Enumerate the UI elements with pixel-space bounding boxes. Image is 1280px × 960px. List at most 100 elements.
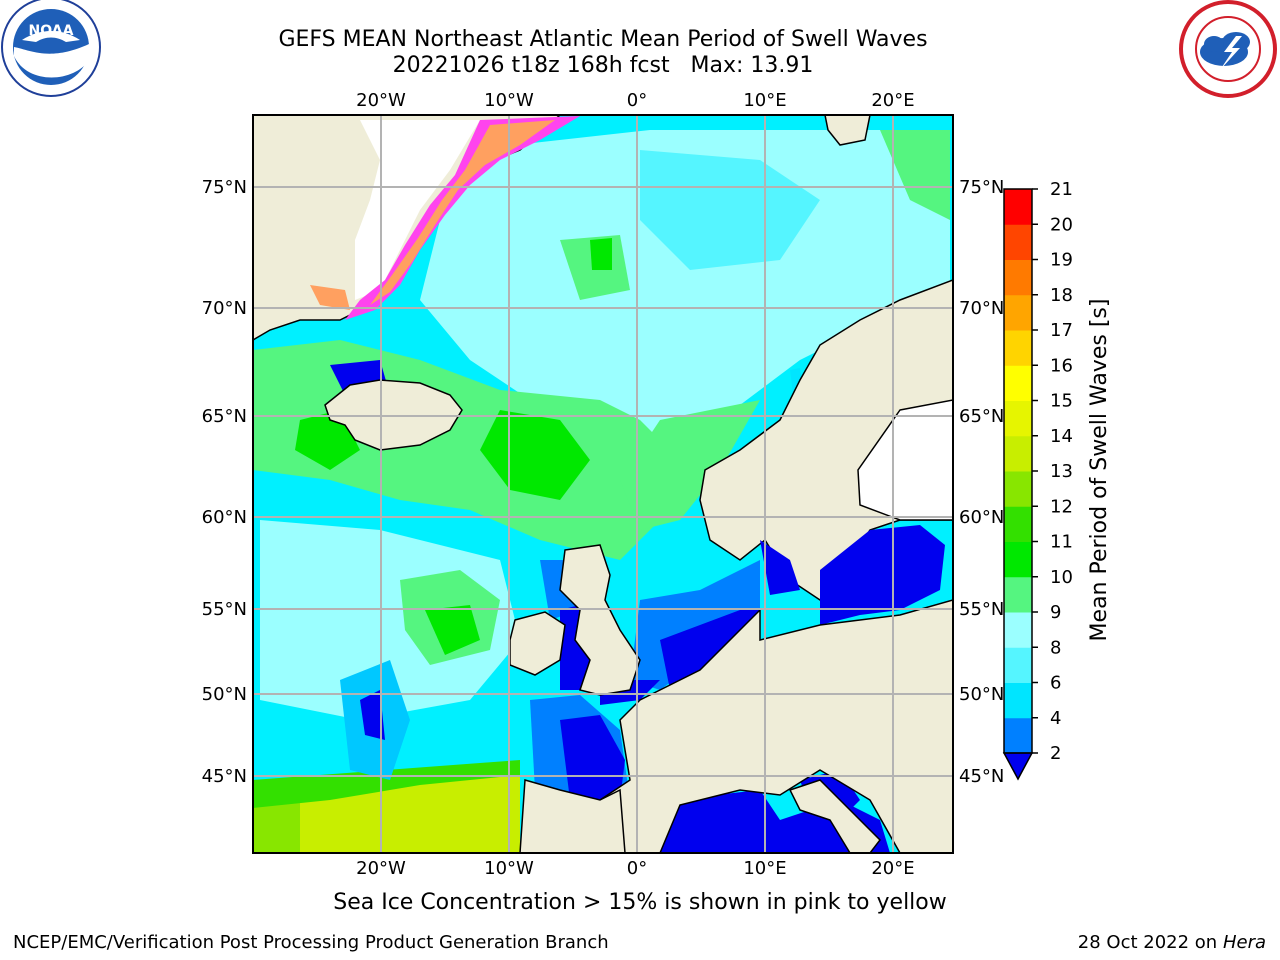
footer-date-text: 28 Oct 2022 on bbox=[1077, 932, 1218, 953]
colorbar-segment bbox=[1004, 259, 1032, 296]
region-10-11s-jan-mayen-core bbox=[590, 238, 612, 270]
region-2-4s-north-sea-south bbox=[660, 610, 760, 690]
nws-logo bbox=[1179, 0, 1277, 98]
lon-tick-bottom: 10°E bbox=[743, 858, 786, 879]
colorbar-tick-label: 10 bbox=[1050, 567, 1073, 588]
map-frame bbox=[252, 114, 954, 854]
colorbar-segment bbox=[1004, 717, 1032, 754]
colorbar: 2 4 6 8 9 10 11 12 13 14 15 16 17 18 19 20 21 bbox=[1002, 179, 1073, 781]
lon-tick-top: 10°E bbox=[743, 90, 786, 111]
colorbar-segment bbox=[1004, 365, 1032, 401]
lon-ticks-bottom: 20°W 10°W 0° 10°E 20°E bbox=[356, 858, 914, 879]
colorbar-tick-label: 8 bbox=[1050, 637, 1061, 658]
region-9-10s-norway-coast bbox=[620, 400, 760, 530]
colorbar-segment bbox=[1004, 576, 1032, 613]
land-great-britain bbox=[559, 544, 641, 696]
lat-tick-left: 50°N bbox=[202, 684, 247, 705]
lon-tick-top: 20°E bbox=[871, 90, 914, 111]
lat-tick-left: 75°N bbox=[202, 177, 247, 198]
sea-ice-scoresby bbox=[310, 285, 350, 310]
colorbar-segment bbox=[1004, 330, 1032, 366]
lat-tick-right: 75°N bbox=[959, 177, 1004, 198]
footer-machine: Hera bbox=[1222, 932, 1266, 953]
sea-ice-greenland bbox=[355, 120, 480, 300]
region-8-9s-north bbox=[420, 130, 950, 440]
lat-ticks-left: 75°N 70°N 65°N 60°N 55°N 50°N 45°N bbox=[202, 177, 247, 787]
colorbar-label: Mean Period of Swell Waves [s] bbox=[1087, 299, 1112, 642]
sea-ice-edge-orange bbox=[370, 120, 555, 305]
lon-ticks-top: 20°W 10°W 0° 10°E 20°E bbox=[356, 90, 914, 111]
colorbar-tick-label: 20 bbox=[1050, 214, 1073, 235]
lat-tick-right: 45°N bbox=[959, 766, 1004, 787]
colorbar-segment bbox=[1004, 506, 1032, 542]
land-svalbard bbox=[824, 115, 871, 146]
colorbar-segment bbox=[1004, 612, 1032, 648]
noaa-logo-text: NOAA bbox=[29, 23, 74, 39]
colorbar-segment bbox=[1004, 294, 1032, 331]
lat-tick-right: 65°N bbox=[959, 406, 1004, 427]
colorbar-tick-label: 16 bbox=[1050, 355, 1073, 376]
sea-ice-note: Sea Ice Concentration > 15% is shown in … bbox=[333, 890, 947, 915]
colorbar-tick-label: 6 bbox=[1050, 673, 1061, 694]
colorbar-tick-label: 19 bbox=[1050, 250, 1073, 271]
lat-tick-right: 55°N bbox=[959, 599, 1004, 620]
colorbar-tick-label: 21 bbox=[1050, 179, 1073, 200]
lon-tick-bottom: 0° bbox=[627, 858, 647, 879]
region-11-12s-azores-edge bbox=[253, 760, 520, 808]
lat-tick-right: 60°N bbox=[959, 507, 1004, 528]
lat-tick-left: 70°N bbox=[202, 298, 247, 319]
region-10-11s-rockall-core bbox=[425, 605, 480, 655]
lon-tick-bottom: 10°W bbox=[484, 858, 534, 879]
region-12-13s-azores-west bbox=[253, 795, 300, 853]
lat-ticks-right: 75°N 70°N 65°N 60°N 55°N 50°N 45°N bbox=[959, 177, 1004, 787]
region-2-4s-west-core bbox=[360, 690, 385, 740]
lat-tick-left: 45°N bbox=[202, 766, 247, 787]
colorbar-tick-label: 13 bbox=[1050, 461, 1073, 482]
colorbar-tick-label: 9 bbox=[1050, 602, 1061, 623]
lat-tick-right: 70°N bbox=[959, 298, 1004, 319]
lon-tick-top: 10°W bbox=[484, 90, 534, 111]
region-8-9s-west bbox=[260, 520, 520, 720]
colorbar-segment bbox=[1004, 682, 1032, 719]
sea-ice-bothnia bbox=[857, 399, 953, 521]
colorbar-segment bbox=[1004, 435, 1032, 472]
colorbar-extension bbox=[1002, 752, 1034, 781]
region-2-4s-biscay bbox=[560, 715, 625, 800]
colorbar-tick-label: 12 bbox=[1050, 496, 1073, 517]
lat-tick-left: 55°N bbox=[202, 599, 247, 620]
colorbar-tick-label: 15 bbox=[1050, 391, 1073, 412]
noaa-logo: NOAA bbox=[1, 0, 101, 97]
footer-credit: NCEP/EMC/Verification Post Processing Pr… bbox=[13, 932, 609, 953]
land-italy bbox=[788, 779, 881, 853]
lon-tick-bottom: 20°E bbox=[871, 858, 914, 879]
colorbar-segment bbox=[1004, 541, 1032, 578]
region-9-10s-barents bbox=[880, 130, 950, 220]
colorbar-segment bbox=[1004, 400, 1032, 437]
lon-tick-top: 0° bbox=[627, 90, 647, 111]
colorbar-tick-label: 2 bbox=[1050, 743, 1061, 764]
region-7-8s-norway-sea bbox=[640, 150, 820, 270]
region-10-11s-faroes bbox=[480, 410, 590, 500]
region-13-14s-azores bbox=[253, 770, 520, 853]
map-subtitle: 20221026 t18z 168h fcst Max: 13.91 bbox=[392, 53, 814, 78]
region-2-4s-baltic bbox=[820, 525, 945, 625]
colorbar-segment bbox=[1004, 224, 1032, 260]
region-2-4s-kattegat bbox=[760, 540, 800, 595]
colorbar-tick-label: 17 bbox=[1050, 320, 1073, 341]
colorbar-tick-label: 11 bbox=[1050, 532, 1073, 553]
lat-tick-left: 60°N bbox=[202, 507, 247, 528]
lon-tick-bottom: 20°W bbox=[356, 858, 406, 879]
colorbar-tick-label: 14 bbox=[1050, 426, 1073, 447]
footer-date: 28 Oct 2022 on Hera bbox=[1078, 932, 1266, 953]
colorbar-segment bbox=[1004, 471, 1032, 507]
map-title: GEFS MEAN Northeast Atlantic Mean Period… bbox=[278, 27, 928, 52]
lat-tick-right: 50°N bbox=[959, 684, 1004, 705]
lat-tick-left: 65°N bbox=[202, 406, 247, 427]
colorbar-tick-label: 18 bbox=[1050, 285, 1073, 306]
map-plot-area bbox=[253, 115, 953, 853]
colorbar-tick-label: 4 bbox=[1050, 708, 1061, 729]
colorbar-segment bbox=[1004, 647, 1032, 683]
region-4-6s-north-sea bbox=[630, 560, 760, 690]
colorbar-segment bbox=[1004, 189, 1032, 225]
